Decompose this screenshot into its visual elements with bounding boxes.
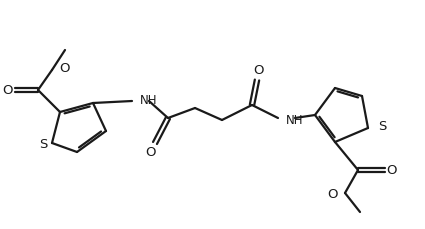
Text: NH: NH: [286, 114, 303, 126]
Text: NH: NH: [140, 95, 158, 107]
Text: O: O: [59, 62, 70, 74]
Text: S: S: [378, 120, 386, 133]
Text: O: O: [328, 188, 338, 202]
Text: O: O: [387, 164, 397, 177]
Text: O: O: [254, 65, 264, 77]
Text: O: O: [146, 147, 156, 160]
Text: O: O: [3, 84, 13, 96]
Text: S: S: [39, 137, 47, 150]
